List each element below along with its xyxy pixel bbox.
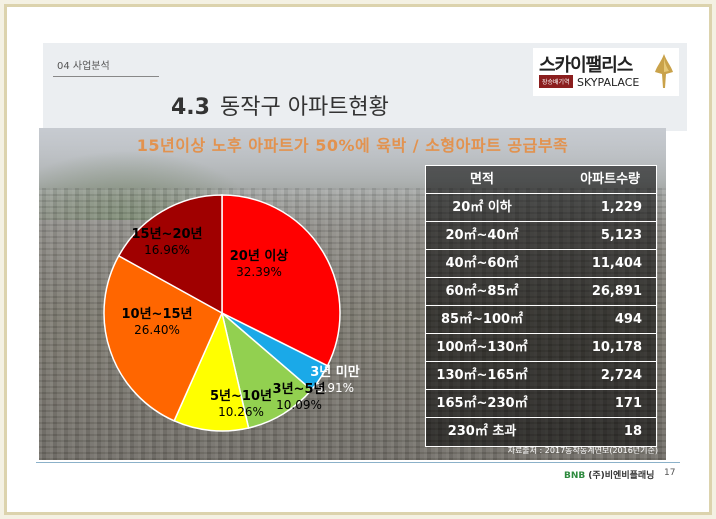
pie-slice-label: 20년 이상 [230,248,289,264]
title-text: 동작구 아파트현황 [219,95,389,120]
cell-count: 494 [614,312,642,327]
pie-slice-label: 5년~10년 [210,389,272,404]
tower-icon [655,54,673,88]
cell-count: 171 [614,396,642,411]
table-row: 100㎡~130㎡ 10,178 [426,334,656,362]
cell-count: 26,891 [591,284,642,299]
page-title: 4.3 동작구 아파트현황 [171,89,389,121]
cell-area: 100㎡~130㎡ [436,340,528,355]
pie-value-label: 26.40% [134,323,180,337]
cell-area: 130㎡~165㎡ [436,368,528,383]
table-row: 20㎡ 이하 1,229 [426,194,656,222]
table-row: 165㎡~230㎡ 171 [426,390,656,418]
data-source-note: 자료출처 : 2017동작동계연보(2016년기준) [507,446,658,455]
company-name: (주)비엔비플래닝 [588,471,655,481]
company-brand: BNB (주)비엔비플래닝 [564,468,654,481]
skypalace-logo: 스카이팰리스 장승배기역 SKYPALACE [533,48,679,96]
table-row: 130㎡~165㎡ 2,724 [426,362,656,390]
logo-name-ko: 스카이팰리스 [539,55,633,76]
pie-value-label: 10.09% [276,398,322,412]
table-row: 60㎡~85㎡ 26,891 [426,278,656,306]
headline-banner: 15년이상 노후 아파트가 50%에 육박 / 소형아파트 공급부족 [136,136,569,155]
cell-area: 20㎡ 이하 [452,200,512,215]
pie-slice [173,310,250,432]
header-count: 아파트수량 [580,172,640,187]
logo-name-en: SKYPALACE [577,76,640,89]
logo-tagline: 장승배기역 [539,75,573,88]
cell-area: 40㎡~60㎡ [445,256,519,271]
pie-slice-label: 3년~5년 [273,382,326,397]
table-row: 230㎡ 초과 18 [426,418,656,446]
pie-slice-label: 10년~15년 [122,307,193,322]
pie-slice [221,194,341,367]
pie-slice [220,310,313,429]
page-number: 17 [664,468,676,478]
cell-area: 230㎡ 초과 [447,424,517,439]
cell-count: 1,229 [600,200,642,215]
cell-count: 11,404 [591,256,642,271]
section-label: 04 사업분석 [57,61,110,72]
slide-header: 04 사업분석 4.3 동작구 아파트현황 스카이팰리스 장승배기역 SKYPAL… [43,43,687,131]
pie-slice [117,194,223,315]
table-row: 85㎡~100㎡ 494 [426,306,656,334]
cell-count: 2,724 [600,368,642,383]
cell-area: 85㎡~100㎡ [440,312,524,327]
footer-divider [36,462,680,463]
table-row: 20㎡~40㎡ 5,123 [426,222,656,250]
title-number: 4.3 [171,95,210,120]
cell-count: 10,178 [591,340,642,355]
cell-area: 20㎡~40㎡ [445,228,519,243]
pie-slice-label: 15년~20년 [132,227,203,242]
section-divider [53,76,159,77]
pie-slice-label: 3년 미만 [310,364,359,380]
pie-value-label: 10.26% [218,405,264,419]
bnb-logo-icon: BNB [564,471,586,481]
city-photo-panel: 15년이상 노후 아파트가 50%에 육박 / 소형아파트 공급부족 20년 이… [39,128,666,460]
pie-value-label: 32.39% [236,265,282,279]
table-header: 면적 아파트수량 [426,166,656,194]
cell-count: 5,123 [600,228,642,243]
pie-value-label: 16.96% [144,243,190,257]
area-table: 면적 아파트수량 20㎡ 이하 1,229 20㎡~40㎡ 5,123 40㎡~60… [425,165,657,447]
cell-count: 18 [623,424,642,439]
cell-area: 165㎡~230㎡ [436,396,528,411]
pie-value-label: 3.91% [316,381,354,395]
header-area: 면적 [470,172,494,187]
table-row: 40㎡~60㎡ 11,404 [426,250,656,278]
cell-area: 60㎡~85㎡ [445,284,519,299]
